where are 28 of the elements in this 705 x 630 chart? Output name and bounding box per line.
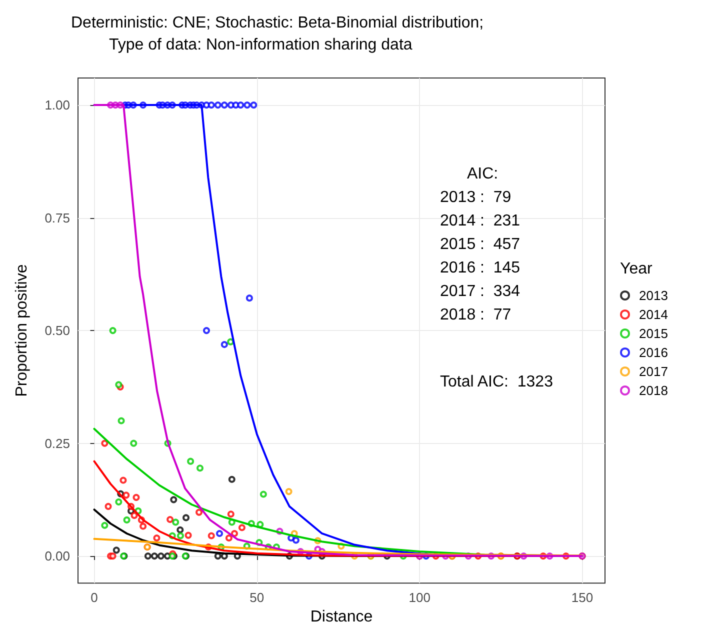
chart-subtitle: Type of data: Non-information sharing data — [109, 36, 412, 54]
chart-title: Deterministic: CNE; Stochastic: Beta-Binomial distribution; — [71, 14, 484, 32]
y-tick-label: 0.25 — [44, 436, 70, 451]
annotation: 2018 : 77 — [440, 306, 512, 324]
x-tick-label: 150 — [571, 590, 594, 606]
annotation: 2014 : 231 — [440, 212, 520, 230]
x-tick-label: 0 — [90, 590, 98, 606]
y-tick-label: 0.75 — [44, 210, 70, 226]
y-tick-label: 1.00 — [44, 98, 70, 113]
legend-label: 2017 — [639, 364, 668, 379]
legend-label: 2013 — [639, 288, 668, 303]
x-tick-label: 100 — [408, 590, 430, 606]
x-axis-title: Distance — [310, 608, 373, 626]
x-tick-label: 50 — [250, 590, 264, 606]
y-axis-title: Proportion positive — [14, 264, 30, 397]
legend-label: 2014 — [639, 307, 668, 322]
y-tick-label: 0.00 — [44, 548, 70, 564]
annotation: 2016 : 145 — [440, 260, 520, 276]
legend-title: Year — [620, 260, 653, 278]
legend-label: 2015 — [639, 326, 668, 341]
annotation: 2015 : 457 — [440, 236, 520, 253]
annotation: AIC: — [467, 166, 498, 182]
legend-label: 2016 — [639, 345, 668, 360]
annotation: Total AIC: 1323 — [440, 374, 554, 390]
y-tick-label: 0.50 — [44, 323, 70, 338]
annotation: 2017 : 334 — [440, 283, 520, 300]
legend-label: 2018 — [639, 383, 668, 398]
annotation: 2013 : 79 — [440, 189, 512, 206]
